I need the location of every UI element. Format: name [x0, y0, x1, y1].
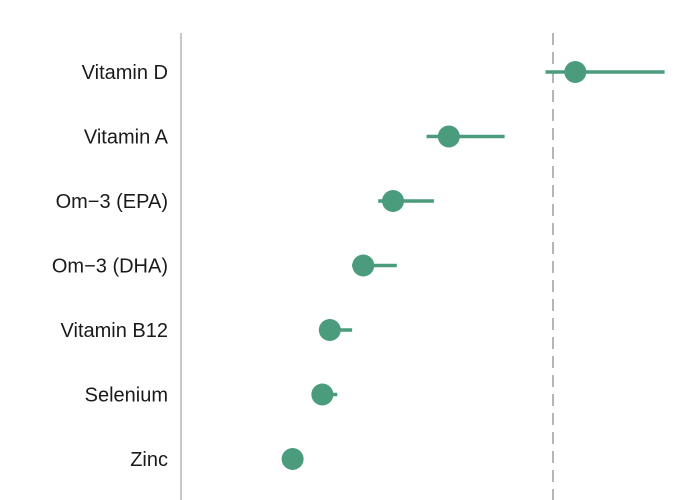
- category-label: Vitamin A: [84, 127, 169, 149]
- estimate-point: [352, 254, 375, 277]
- category-label: Selenium: [85, 385, 168, 407]
- category-label: Vitamin B12: [61, 320, 168, 342]
- estimate-point: [318, 319, 341, 341]
- estimate-point: [311, 383, 334, 406]
- category-label: Om−3 (EPA): [56, 191, 168, 213]
- category-label: Zinc: [130, 449, 168, 471]
- data-marks: [281, 61, 665, 470]
- category-label: Vitamin D: [82, 62, 168, 84]
- category-label: Om−3 (DHA): [52, 256, 168, 278]
- estimate-point: [564, 61, 587, 83]
- estimate-point: [281, 448, 304, 470]
- estimate-point: [437, 125, 460, 148]
- category-labels: Vitamin D Vitamin A Om−3 (EPA) Om−3 (DHA) Vi…: [52, 62, 169, 471]
- estimate-point: [382, 190, 405, 212]
